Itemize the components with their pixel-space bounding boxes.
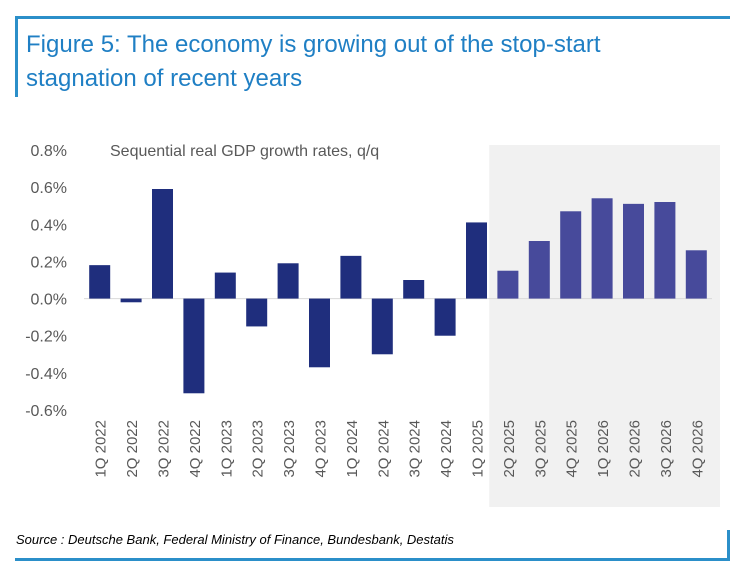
footer-rule xyxy=(15,558,730,561)
bar-1q-2022 xyxy=(89,265,111,299)
bar-1q-2023 xyxy=(214,272,236,299)
y-tick-label: -0.4% xyxy=(25,366,67,383)
bar-4q-2023 xyxy=(309,298,330,368)
x-tick-label: 1Q 2025 xyxy=(470,420,487,478)
x-tick-label: 3Q 2022 xyxy=(156,420,173,478)
header-rule xyxy=(15,16,730,19)
bar-2q-2026 xyxy=(623,203,644,299)
x-tick-label: 3Q 2024 xyxy=(407,420,424,478)
y-tick-label: 0.8% xyxy=(31,143,67,160)
y-tick-label: -0.6% xyxy=(25,403,67,420)
bar-2q-2024 xyxy=(371,298,393,355)
x-tick-label: 4Q 2023 xyxy=(313,420,330,478)
footer-accent-bar xyxy=(727,530,730,561)
x-tick-label: 4Q 2022 xyxy=(187,420,204,478)
bar-chart: 0.8% 0.6% 0.4% 0.2% 0.0% -0.2% -0.4% -0.6% 1Q 2… xyxy=(25,143,720,507)
x-tick-label: 3Q 2025 xyxy=(532,420,549,478)
chart-subtitle: Sequential real GDP growth rates, q/q xyxy=(110,143,379,160)
bar-1q-2026 xyxy=(591,198,613,299)
bar-2q-2022 xyxy=(120,298,142,303)
bar-2q-2025 xyxy=(497,270,519,299)
x-tick-label: 2Q 2022 xyxy=(124,420,141,478)
bar-series xyxy=(89,189,707,394)
x-tick-label: 2Q 2023 xyxy=(250,420,267,478)
bar-3q-2022 xyxy=(152,189,173,299)
y-axis-ticks: 0.8% 0.6% 0.4% 0.2% 0.0% -0.2% -0.4% -0.6% xyxy=(25,143,67,420)
source-note: Source : Deutsche Bank, Federal Ministry… xyxy=(16,532,454,547)
bar-4q-2025 xyxy=(560,211,582,299)
x-tick-label: 4Q 2026 xyxy=(689,420,706,478)
y-tick-label: 0.0% xyxy=(31,292,67,309)
y-tick-label: -0.2% xyxy=(25,329,67,346)
title-accent-bar xyxy=(15,19,18,97)
bar-1q-2025 xyxy=(466,222,487,299)
x-tick-label: 2Q 2024 xyxy=(375,420,392,478)
x-tick-label: 1Q 2023 xyxy=(218,420,235,478)
bar-3q-2023 xyxy=(277,263,299,299)
x-tick-label: 3Q 2026 xyxy=(658,420,675,478)
y-tick-label: 0.4% xyxy=(31,217,67,234)
chart-area: 0.8% 0.6% 0.4% 0.2% 0.0% -0.2% -0.4% -0.6% 1Q 2… xyxy=(0,130,745,520)
bar-4q-2022 xyxy=(183,298,205,394)
bar-3q-2024 xyxy=(403,280,425,299)
x-tick-label: 2Q 2026 xyxy=(627,420,644,478)
figure-title: Figure 5: The economy is growing out of … xyxy=(26,31,601,92)
x-tick-label: 2Q 2025 xyxy=(501,420,518,478)
x-axis-labels: 1Q 2022 2Q 2022 3Q 2022 4Q 2022 1Q 2023 2Q 20… xyxy=(93,420,707,478)
bar-3q-2026 xyxy=(654,202,676,299)
x-tick-label: 1Q 2024 xyxy=(344,420,361,478)
bar-2q-2023 xyxy=(246,298,268,327)
x-tick-label: 1Q 2022 xyxy=(93,420,110,478)
bar-3q-2025 xyxy=(528,241,550,299)
bar-4q-2024 xyxy=(434,298,456,336)
x-tick-label: 4Q 2024 xyxy=(438,420,455,478)
x-tick-label: 4Q 2025 xyxy=(564,420,581,478)
x-tick-label: 1Q 2026 xyxy=(595,420,612,478)
y-tick-label: 0.6% xyxy=(31,180,67,197)
y-tick-label: 0.2% xyxy=(31,254,67,271)
bar-4q-2026 xyxy=(685,250,707,299)
bar-1q-2024 xyxy=(340,255,362,299)
x-tick-label: 3Q 2023 xyxy=(281,420,298,478)
